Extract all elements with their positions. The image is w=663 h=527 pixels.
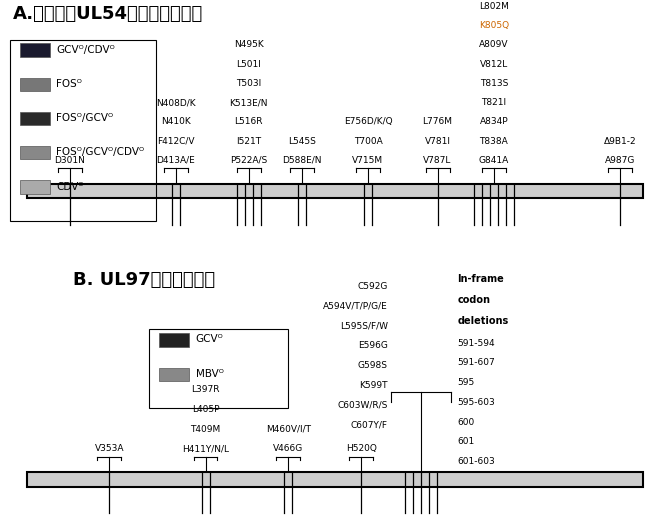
Text: M460V/I/T: M460V/I/T <box>266 425 311 434</box>
Text: FOSᴼ: FOSᴼ <box>56 79 82 89</box>
Text: MBVᴼ: MBVᴼ <box>196 369 223 378</box>
Text: C592G: C592G <box>357 282 388 291</box>
Text: T821I: T821I <box>481 98 507 107</box>
Text: A594V/T/P/G/E: A594V/T/P/G/E <box>323 301 388 311</box>
Text: H411Y/N/L: H411Y/N/L <box>182 444 229 453</box>
Text: V466G: V466G <box>273 444 304 453</box>
Text: L405P: L405P <box>192 405 219 414</box>
Text: G598S: G598S <box>358 361 388 370</box>
Text: K599T: K599T <box>359 380 388 390</box>
Text: 601: 601 <box>457 437 475 446</box>
Text: L516R: L516R <box>235 118 263 126</box>
Text: P522A/S: P522A/S <box>230 156 267 165</box>
Text: L397R: L397R <box>192 385 219 394</box>
Text: 601-603: 601-603 <box>457 457 495 466</box>
Text: codon: codon <box>457 295 491 305</box>
Text: A834P: A834P <box>479 118 509 126</box>
Text: D413A/E: D413A/E <box>156 156 195 165</box>
Text: T838A: T838A <box>479 136 509 145</box>
Text: In-frame: In-frame <box>457 274 505 284</box>
Text: V787L: V787L <box>424 156 452 165</box>
Bar <box>10 40 156 221</box>
Text: I521T: I521T <box>236 136 261 145</box>
Text: N408D/K: N408D/K <box>156 98 196 107</box>
Bar <box>20 44 50 57</box>
Text: N410K: N410K <box>161 118 190 126</box>
Bar <box>159 334 189 347</box>
Bar <box>20 112 50 125</box>
Text: A.聚合酶（UL54）基因突变位点: A.聚合酶（UL54）基因突变位点 <box>13 5 204 23</box>
Text: V353A: V353A <box>95 444 124 453</box>
Text: L595S/F/W: L595S/F/W <box>340 321 388 330</box>
Text: GCVᴼ: GCVᴼ <box>196 335 223 344</box>
Text: B. UL97基因突变位点: B. UL97基因突变位点 <box>73 271 215 289</box>
Text: CDVᴼ: CDVᴼ <box>56 182 84 191</box>
Text: deletions: deletions <box>457 316 509 326</box>
Text: T813S: T813S <box>480 79 508 88</box>
Text: T700A: T700A <box>353 136 383 145</box>
Text: K513E/N: K513E/N <box>229 98 268 107</box>
Text: E756D/K/Q: E756D/K/Q <box>343 118 392 126</box>
Bar <box>149 329 288 408</box>
Text: D301N: D301N <box>54 156 85 165</box>
Text: A809V: A809V <box>479 41 509 50</box>
Text: N495K: N495K <box>234 41 263 50</box>
Text: Δ9B1-2: Δ9B1-2 <box>603 136 636 145</box>
Bar <box>159 368 189 380</box>
Text: A987G: A987G <box>605 156 635 165</box>
Text: FOSᴼ/GCVᴼ/CDVᴼ: FOSᴼ/GCVᴼ/CDVᴼ <box>56 148 145 157</box>
Text: GCVᴼ/CDVᴼ: GCVᴼ/CDVᴼ <box>56 45 115 54</box>
Text: T503I: T503I <box>236 79 261 88</box>
Text: F412C/V: F412C/V <box>157 136 194 145</box>
Bar <box>27 472 643 487</box>
Text: D588E/N: D588E/N <box>282 156 322 165</box>
Bar <box>20 180 50 194</box>
Text: T409M: T409M <box>190 425 221 434</box>
Text: L802M: L802M <box>479 2 509 11</box>
Bar <box>27 184 643 198</box>
Bar <box>20 146 50 159</box>
Text: L545S: L545S <box>288 136 316 145</box>
Text: 591-594: 591-594 <box>457 338 495 348</box>
Text: V812L: V812L <box>480 60 508 69</box>
Text: V781I: V781I <box>424 136 451 145</box>
Text: C603W/R/S: C603W/R/S <box>337 401 388 409</box>
Text: 600: 600 <box>457 417 475 427</box>
Text: H520Q: H520Q <box>346 444 377 453</box>
Text: L501I: L501I <box>236 60 261 69</box>
Text: V715M: V715M <box>353 156 383 165</box>
Bar <box>20 77 50 91</box>
Text: 591-607: 591-607 <box>457 358 495 367</box>
Text: L776M: L776M <box>422 118 453 126</box>
Text: FOSᴼ/GCVᴼ: FOSᴼ/GCVᴼ <box>56 113 113 123</box>
Text: 595: 595 <box>457 378 475 387</box>
Text: C607Y/F: C607Y/F <box>351 421 388 430</box>
Text: G841A: G841A <box>479 156 509 165</box>
Text: 595-603: 595-603 <box>457 398 495 407</box>
Text: E596G: E596G <box>358 341 388 350</box>
Text: K805Q: K805Q <box>479 21 509 30</box>
